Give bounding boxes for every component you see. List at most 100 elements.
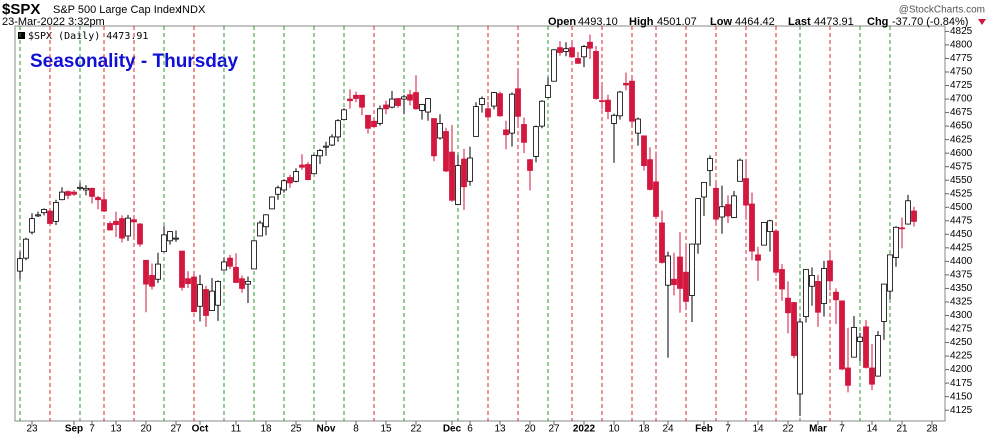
x-tick-label: 21 <box>896 424 908 435</box>
candle-body <box>53 201 59 222</box>
candle-body <box>887 254 893 292</box>
candle-body <box>269 196 275 210</box>
candle-body <box>449 151 455 201</box>
candle-body <box>353 94 359 99</box>
candle-body <box>773 230 779 273</box>
candle-body <box>311 154 317 175</box>
y-tick-label: 4750 <box>950 67 973 78</box>
candle-body <box>593 51 599 99</box>
candle-body <box>407 94 413 101</box>
x-tick-label: Dec <box>443 424 462 435</box>
candle-body <box>425 98 431 113</box>
x-tick-label: 8 <box>353 424 359 435</box>
x-tick-label: 28 <box>926 424 938 435</box>
candle-body <box>677 256 683 289</box>
candle-body <box>137 223 143 245</box>
y-tick-label: 4775 <box>950 53 973 64</box>
candle-body <box>713 187 719 220</box>
candle-body <box>707 158 713 171</box>
quote-label: Chg <box>867 16 888 28</box>
candle-body <box>131 219 137 223</box>
candle-body <box>725 204 731 217</box>
candle-body <box>803 269 809 317</box>
candle-body <box>209 290 215 312</box>
candle-body <box>857 336 863 342</box>
candle-body <box>59 191 65 201</box>
candle-body <box>71 191 77 195</box>
x-tick-label: 11 <box>231 424 242 435</box>
candle-body <box>539 100 545 127</box>
candle-body <box>851 326 857 358</box>
candle-body <box>437 122 443 139</box>
candle-body <box>533 126 539 157</box>
x-tick-label: 14 <box>866 424 878 435</box>
candle-body <box>359 94 365 108</box>
x-tick-label: 13 <box>494 424 506 435</box>
candle-body <box>821 268 827 304</box>
candle-body <box>635 118 641 134</box>
x-tick-label: Mar <box>809 424 827 435</box>
x-tick-label: 14 <box>752 424 764 435</box>
quote: Open 4493.10 High 4501.07 Low 4464.42 Last 4473… <box>548 16 968 28</box>
candle-body <box>509 93 515 134</box>
candle-body <box>617 91 623 117</box>
candle-body <box>233 266 239 283</box>
candle-body <box>461 158 467 188</box>
candle-body <box>275 187 281 195</box>
y-tick-label: 4725 <box>950 80 973 91</box>
candle-body <box>749 203 755 252</box>
candle-body <box>299 164 305 168</box>
y-tick-label: 4250 <box>950 337 973 348</box>
x-tick-label: Sep <box>65 424 83 435</box>
candle-body <box>173 237 179 240</box>
x-tick-label: 27 <box>548 424 560 435</box>
plot-frame <box>14 25 946 422</box>
x-tick-label: 7 <box>839 424 845 435</box>
x-tick-label: 18 <box>260 424 272 435</box>
candle-body <box>737 159 743 182</box>
watermark: @StockCharts.com <box>899 5 985 16</box>
y-tick-label: 4325 <box>950 297 973 308</box>
candle-body <box>869 367 875 385</box>
candle-body <box>827 260 833 282</box>
candle-body <box>161 234 167 253</box>
quote-value: 4473.91 <box>814 16 854 28</box>
candle-body <box>287 177 293 184</box>
candle-body <box>167 231 173 242</box>
candle-body <box>863 326 869 368</box>
candle-body <box>881 283 887 322</box>
candle-body <box>47 210 53 224</box>
candle-body <box>491 92 497 107</box>
date: 23-Mar-2022 3:32pm <box>2 16 105 28</box>
candle-body <box>119 218 125 239</box>
candle-body <box>383 104 389 110</box>
quote-value: -37.70 (-0.84%) <box>892 16 968 28</box>
x-tick-label: 15 <box>380 424 392 435</box>
candle-body <box>665 255 671 286</box>
candle-body <box>659 222 665 263</box>
y-tick-label: 4400 <box>950 256 973 267</box>
candle-body <box>323 145 329 148</box>
candle-body <box>197 284 203 307</box>
candle-body <box>389 98 395 108</box>
candle-body <box>911 210 917 222</box>
y-tick-label: 4275 <box>950 324 973 335</box>
x-tick-label: 6 <box>467 424 473 435</box>
candle-body <box>83 187 89 191</box>
candle-body <box>245 280 251 285</box>
candle-body <box>785 297 791 314</box>
candle-body <box>581 46 587 58</box>
candle-body <box>239 278 245 289</box>
candle-body <box>95 197 101 201</box>
candle-body <box>281 180 287 191</box>
candle-body <box>599 100 605 103</box>
candle-body <box>317 150 323 157</box>
candle-body <box>761 222 767 246</box>
candle-body <box>839 300 845 370</box>
candle-body <box>515 88 521 117</box>
candle-body <box>107 223 113 231</box>
x-tick-label: 7 <box>725 424 731 435</box>
symbol: $SPX <box>2 1 40 18</box>
candle-body <box>611 114 617 124</box>
candle-body <box>767 220 773 233</box>
